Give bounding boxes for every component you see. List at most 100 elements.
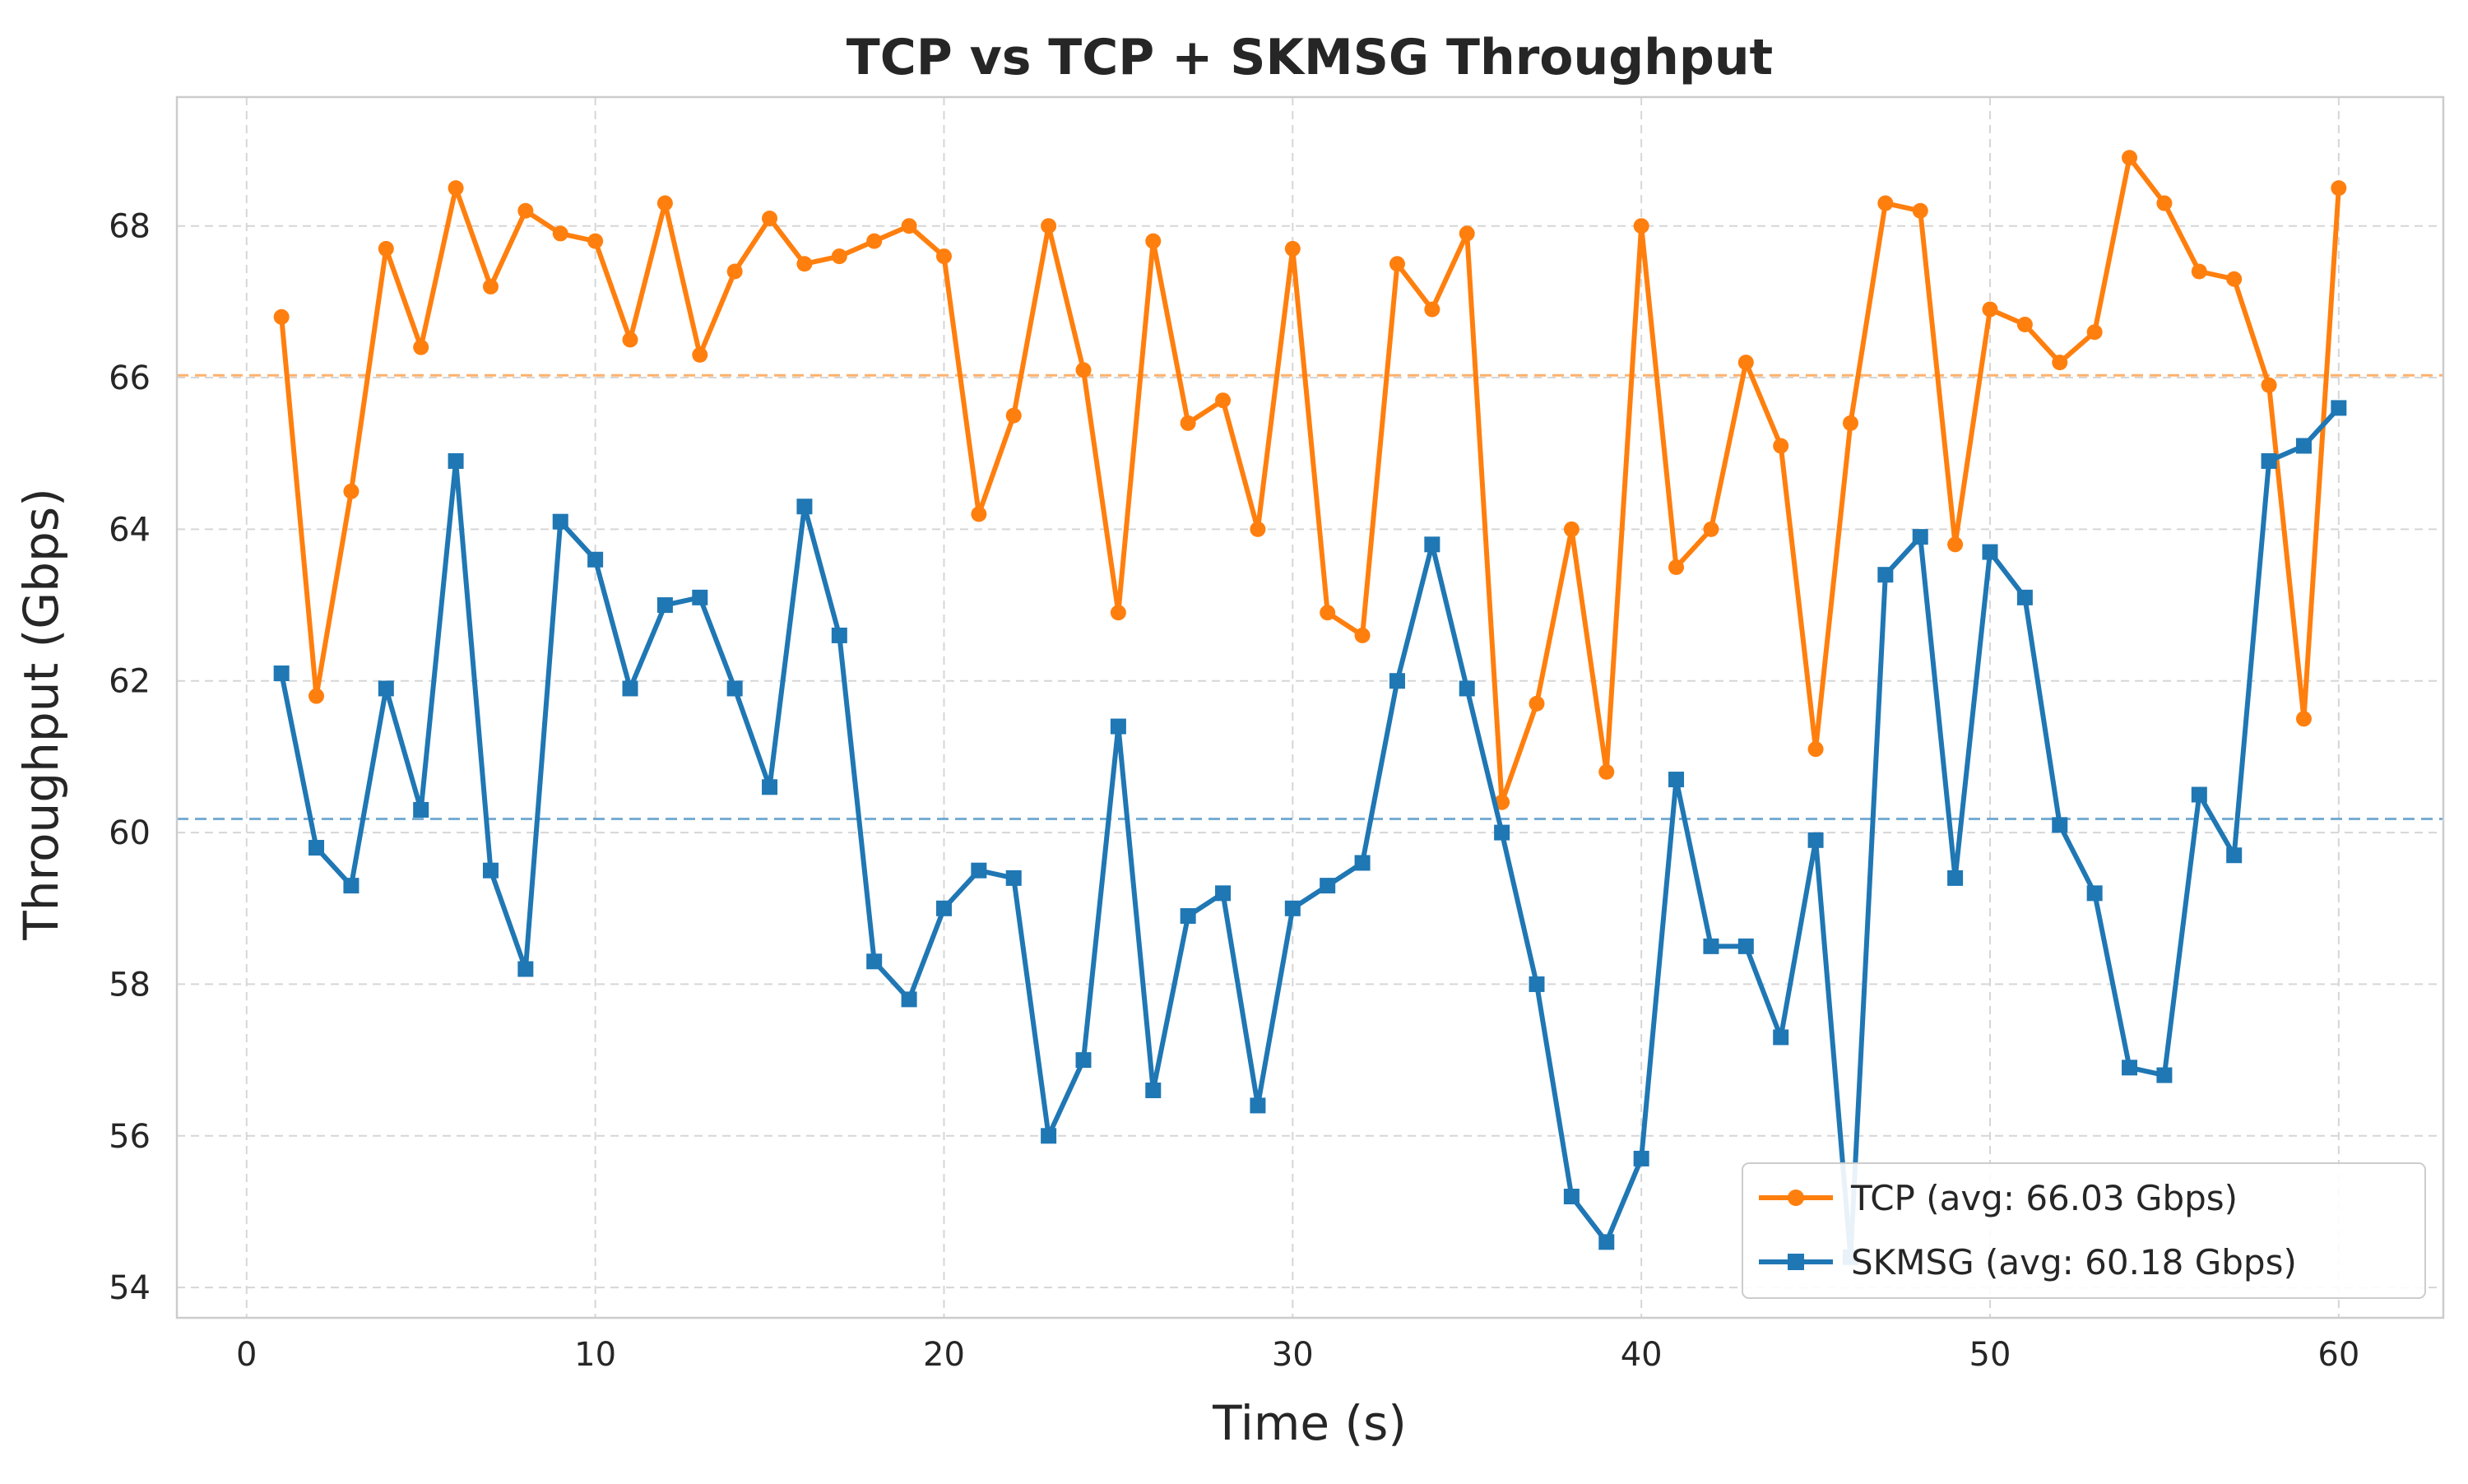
skmsg-data-point [2052,817,2068,833]
tcp-data-point [1284,240,1301,257]
tcp-data-point [517,202,534,219]
tcp-data-point [1180,415,1196,431]
tcp-data-point [273,308,290,325]
tcp-data-point [935,248,952,265]
skmsg-data-point [1110,718,1126,735]
skmsg-data-point [552,513,568,530]
tcp-data-point [2052,355,2068,371]
skmsg-data-point [1668,772,1685,788]
skmsg-data-point [2331,400,2347,416]
skmsg-data-point [2261,452,2277,469]
y-tick-label: 60 [109,814,151,852]
skmsg-data-point [1354,855,1371,871]
tcp-data-point [2191,263,2207,280]
tcp-data-point [866,233,883,249]
tcp-data-point [2331,180,2347,197]
skmsg-data-point [1737,938,1754,954]
tcp-data-point [413,339,429,355]
skmsg-data-point [273,665,290,682]
skmsg-data-point [726,680,743,697]
skmsg-data-point [656,597,673,614]
skmsg-data-point [1424,536,1440,553]
tcp-data-point [1912,202,1928,219]
skmsg-data-point [2016,589,2033,605]
tcp-data-point [726,263,743,280]
skmsg-data-point [1494,824,1510,841]
tcp-data-point [901,218,917,234]
skmsg-data-point [1563,1189,1580,1205]
skmsg-data-point [413,801,429,818]
tcp-data-point [1529,695,1545,712]
skmsg-data-point [901,991,917,1008]
tcp-data-point [1424,301,1440,318]
y-axis-label: Throughput (Gbps) [13,488,69,940]
x-tick-label: 0 [236,1336,257,1374]
tcp-data-point [971,506,987,522]
y-tick-label: 56 [109,1118,151,1156]
x-tick-label: 60 [2317,1336,2359,1374]
skmsg-data-point [378,680,394,697]
skmsg-data-point [1215,885,1232,902]
y-tick-label: 64 [109,511,151,549]
tcp-data-point [622,332,638,348]
skmsg-data-point [2191,786,2207,803]
tcp-data-point [378,240,394,257]
x-tick-label: 50 [1969,1336,2011,1374]
skmsg-data-point [971,862,987,879]
legend-tcp-label: TCP (avg: 66.03 Gbps) [1850,1178,2238,1218]
tcp-data-point [308,688,325,704]
skmsg-data-point [1773,1029,1789,1046]
grid-lines [177,97,2443,1318]
tcp-data-point [2086,324,2103,341]
tcp-data-point [1041,218,1057,234]
skmsg-data-point [1459,680,1475,697]
x-axis-label: Time (s) [1212,1395,1407,1451]
tcp-data-point [1947,536,1964,553]
skmsg-data-point [2226,847,2243,864]
tcp-data-point [1877,195,1894,211]
skmsg-data-point [1145,1082,1162,1098]
tcp-data-point [2156,195,2173,211]
y-tick-label: 62 [109,663,151,701]
skmsg-data-point [308,840,325,856]
tcp-data-point [1320,605,1336,621]
skmsg-data-point [587,551,604,568]
skmsg-data-point [762,779,778,795]
skmsg-data-point [1703,938,1719,954]
tcp-data-point [2226,271,2243,287]
skmsg-data-point [1598,1234,1615,1250]
skmsg-data-point [1633,1150,1649,1166]
tcp-data-point [1005,407,1022,424]
y-tick-label: 58 [109,966,151,1004]
tcp-data-point [1145,233,1162,249]
skmsg-data-point [1250,1097,1266,1114]
tcp-data-point [1633,218,1649,234]
tcp-data-point [1773,438,1789,454]
skmsg-data-point [692,589,708,605]
tcp-data-point [656,195,673,211]
skmsg-data-point [2086,885,2103,902]
skmsg-data-point [1041,1128,1057,1144]
tcp-data-point [1668,559,1685,575]
legend-skmsg-label: SKMSG (avg: 60.18 Gbps) [1851,1242,2297,1282]
tcp-data-point [482,278,499,294]
y-tick-label: 54 [109,1269,151,1307]
skmsg-data-point [2295,438,2312,454]
tcp-data-point [1110,605,1126,621]
tcp-data-point [1807,741,1824,758]
tcp-data-point [1842,415,1858,431]
legend-tcp-marker [1788,1190,1804,1206]
tcp-data-point [2261,377,2277,393]
skmsg-data-point [1807,832,1824,848]
skmsg-data-point [2122,1060,2138,1076]
tcp-data-point [1250,521,1266,537]
tcp-data-point [2016,317,2033,333]
tcp-data-point [343,483,360,499]
legend: TCP (avg: 66.03 Gbps) SKMSG (avg: 60.18 … [1742,1162,2426,1299]
tcp-data-point [1215,392,1232,409]
tcp-data-point [1459,225,1475,242]
x-tick-label: 40 [1621,1336,1663,1374]
legend-box [1742,1162,2426,1299]
